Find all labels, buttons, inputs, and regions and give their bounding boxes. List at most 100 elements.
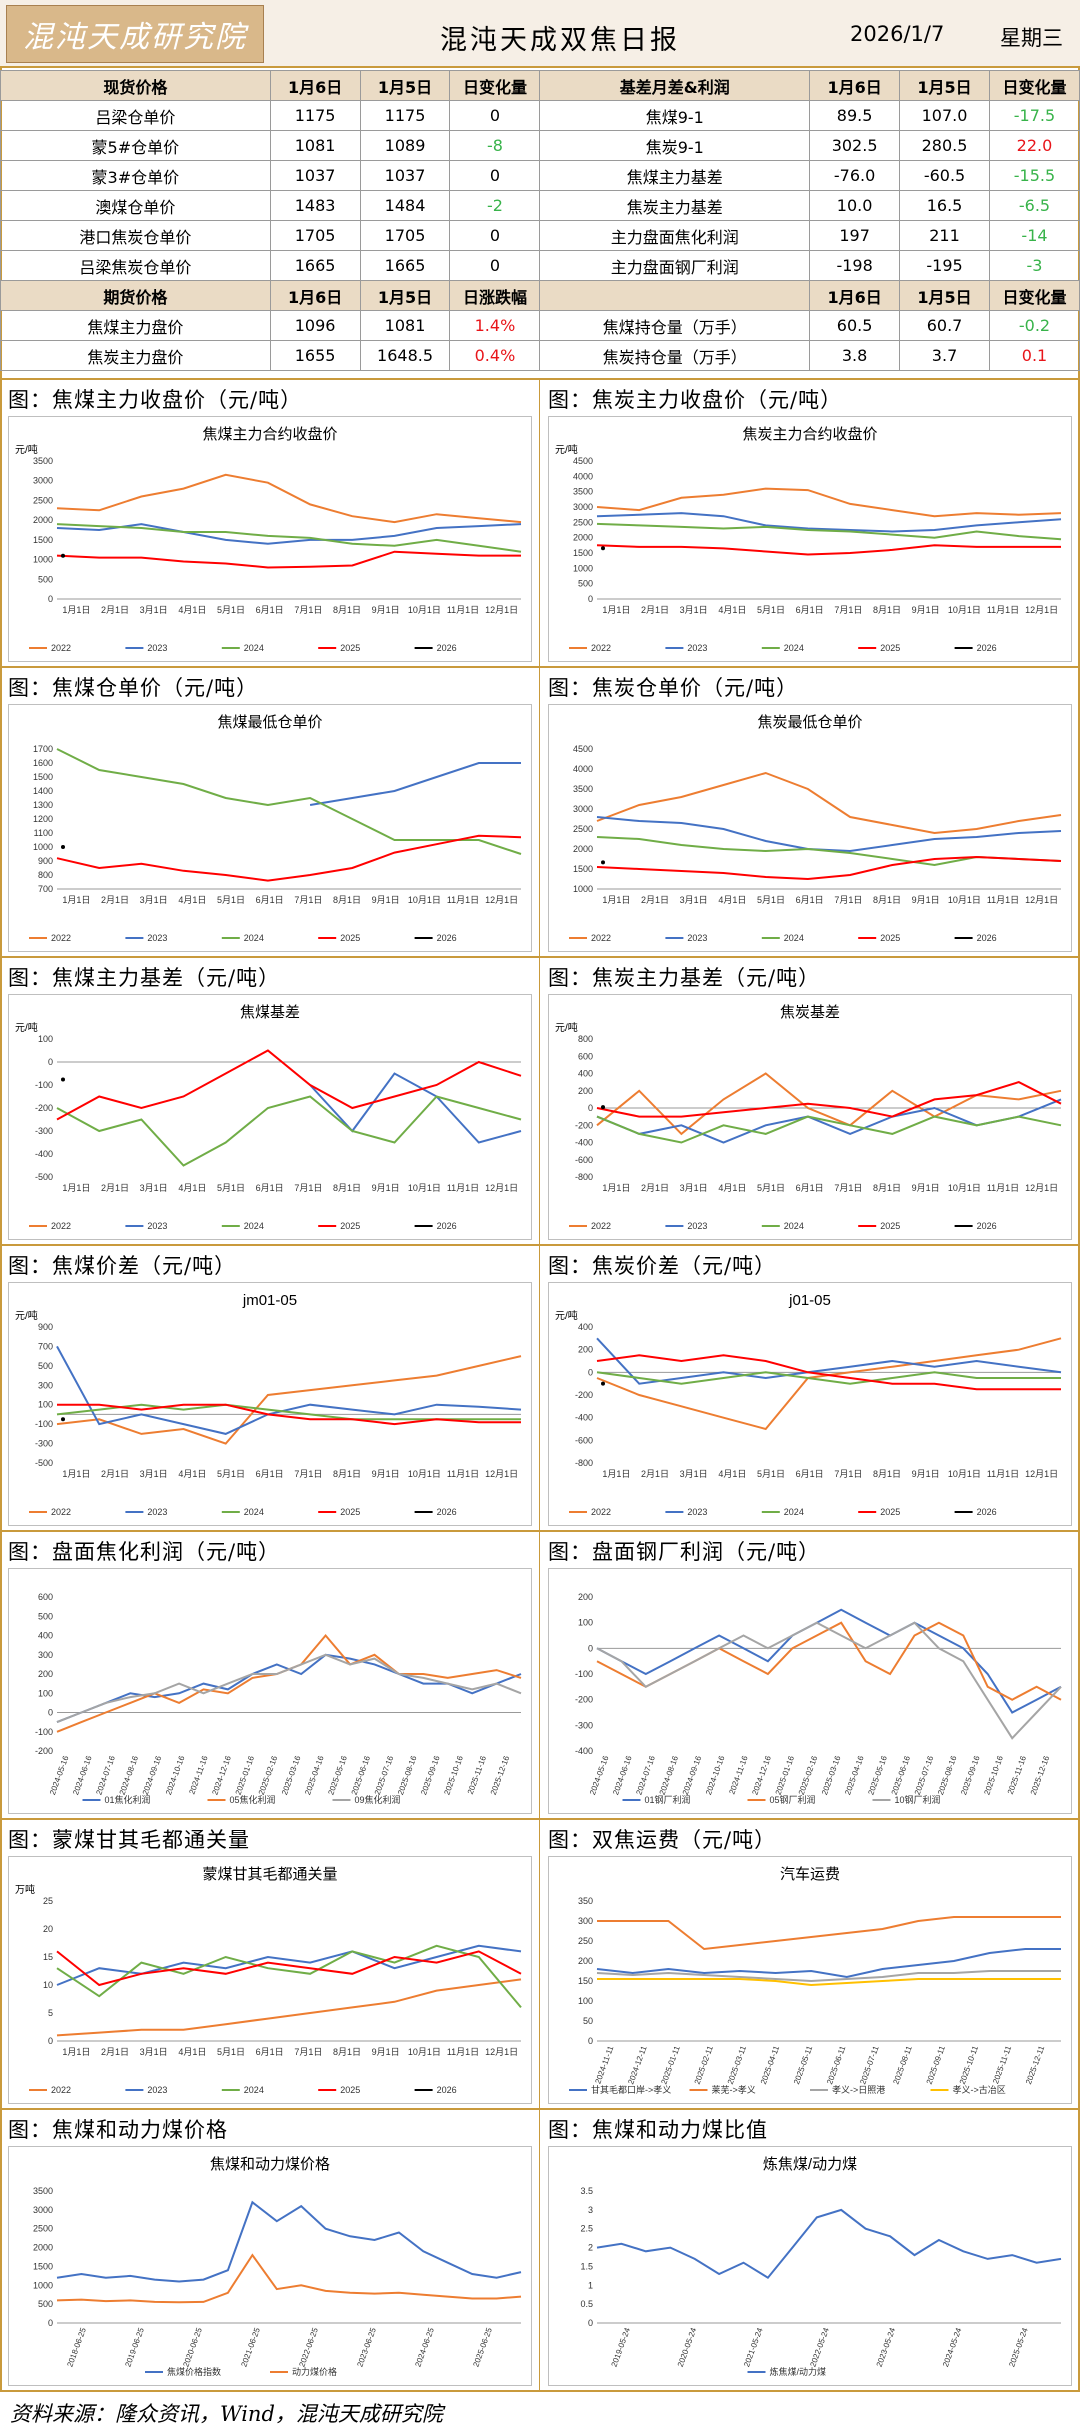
y-tick-label: -200 [575, 1390, 593, 1400]
x-tick-label: 2月1日 [101, 2047, 129, 2057]
x-tick-label: 6月1日 [256, 895, 284, 905]
table-cell: -198 [809, 250, 901, 281]
report-date: 2026/1/7 [850, 22, 945, 46]
table-row: 焦煤主力盘价 1096 1081 1.4% 焦煤持仓量（万手） 60.5 60.7 -0.2 [0, 310, 1080, 341]
series-line [596, 487, 1062, 518]
chart-bg [9, 1857, 531, 2103]
x-tick-label: 7月1日 [294, 605, 322, 615]
x-tick-label: 11月1日 [987, 605, 1019, 615]
table-cell: 3.7 [899, 340, 990, 371]
chart-section-title: 图：焦煤主力收盘价（元/吨） [8, 388, 303, 412]
chart-section: 图：蒙煤甘其毛都通关量 蒙煤甘其毛都通关量 万吨 0 5 10 15 20 25 1月1日 2月1日… [0, 1818, 1080, 2110]
legend-label: 2024 [784, 933, 804, 943]
y-tick-label: 1000 [33, 555, 53, 565]
chart-title: 焦煤主力合约收盘价 [202, 425, 337, 443]
header-cell: 1月5日 [359, 70, 451, 101]
report-weekday: 星期三 [1000, 26, 1063, 50]
legend-label: 2024 [244, 1221, 264, 1231]
x-tick-label: 1月1日 [62, 1469, 90, 1479]
y-tick-label: 200 [578, 1345, 593, 1355]
legend-label: 09焦化利润 [355, 1794, 401, 1805]
y-tick-label: -300 [575, 1720, 593, 1730]
chart-svg: j01-05 元/吨 -800 -600 -400 -200 0 200 400 1月1日 2月1日… [549, 1283, 1071, 1525]
series-line [596, 544, 1061, 556]
table-cell: 1175 [359, 100, 451, 131]
y-tick-label: 50 [583, 2016, 593, 2026]
legend-label: 2023 [147, 1221, 167, 1231]
y-tick-label: 400 [578, 1069, 593, 1079]
chart-section-title: 图：焦煤仓单价（元/吨） [8, 676, 259, 700]
y-tick-label: 0 [588, 1643, 593, 1653]
header-cell: 日涨跌幅 [449, 280, 541, 311]
header-cell: 现货价格 [0, 70, 271, 101]
series-line [596, 512, 1062, 533]
x-tick-label: 10月1日 [408, 605, 441, 615]
series-line [309, 1072, 522, 1144]
header-cell: 1月5日 [899, 280, 990, 311]
x-tick-label: 2月1日 [101, 1469, 129, 1479]
table-cell: 1705 [269, 220, 361, 251]
series-line [596, 1608, 1062, 1714]
x-tick-label: 8月1日 [873, 1469, 901, 1479]
x-tick-label: 10月1日 [408, 1183, 441, 1193]
table-cell: 1175 [269, 100, 361, 131]
y-tick-label: 200 [578, 1592, 593, 1602]
table-cell: -17.5 [988, 100, 1080, 131]
legend-label: 2022 [591, 643, 611, 653]
chart-title: jm01-05 [242, 1292, 297, 1309]
series-point [61, 1417, 65, 1422]
x-tick-label: 10月1日 [948, 895, 981, 905]
legend-label: 2022 [591, 933, 611, 943]
table-row: 蒙5#仓单价 1081 1089 -8 焦炭9-1 302.5 280.5 22.0 [0, 130, 1080, 161]
y-tick-label: 3000 [573, 502, 593, 512]
chart-panel: jm01-05 元/吨 -500 -300 -100 100 300 500 700 900 1月1… [8, 1282, 532, 1526]
y-tick-label: 1500 [573, 548, 593, 558]
chart-title: 焦炭主力合约收盘价 [742, 425, 877, 443]
x-tick-label: 4月1日 [178, 2047, 206, 2057]
y-axis-label: 元/吨 [555, 443, 578, 456]
series-line [56, 1950, 522, 1987]
source-note: 资料来源：隆众资讯，Wind，混沌天成研究院 [10, 2402, 443, 2425]
y-tick-label: -400 [35, 1149, 53, 1159]
y-tick-label: 400 [578, 1322, 593, 1332]
legend-label: 2025 [340, 2085, 360, 2095]
x-tick-label: 8月1日 [333, 1183, 361, 1193]
table-cell: 0 [449, 250, 541, 281]
x-tick-label: 11月1日 [987, 1469, 1019, 1479]
table-cell: 蒙5#仓单价 [0, 130, 271, 161]
chart-bg [9, 995, 531, 1239]
table-cell: -2 [449, 190, 541, 221]
y-tick-label: 200 [38, 1669, 53, 1679]
y-tick-label: 3000 [573, 804, 593, 814]
chart-title: 炼焦煤/动力煤 [763, 2156, 857, 2173]
legend-label: 甘其毛都口岸->孝义 [591, 2084, 671, 2095]
legend-label: 01钢厂利润 [645, 1794, 691, 1805]
x-tick-label: 5月1日 [217, 605, 245, 615]
legend-label: 2026 [437, 1221, 457, 1231]
x-tick-label: 6月1日 [256, 1469, 284, 1479]
chart-panel: 蒙煤甘其毛都通关量 万吨 0 5 10 15 20 25 1月1日 2月1日 3月1日 4月1日 5月1… [8, 1856, 532, 2104]
series-line [596, 1337, 1062, 1385]
chart-panel: 焦煤主力合约收盘价 元/吨 0 500 1000 1500 2000 2500 3000 3500… [8, 416, 532, 662]
legend-label: 孝义->日照港 [832, 2084, 885, 2095]
report-header: 混沌天成研究院 混沌天成双焦日报 2026/1/7 星期三 [0, 0, 1080, 68]
table-header-row: 期货价格 1月6日 1月5日 日涨跌幅 1月6日 1月5日 日变化量 [0, 280, 1080, 311]
series-line [56, 1978, 522, 2037]
table-cell: 89.5 [809, 100, 901, 131]
legend-label: 2023 [147, 2085, 167, 2095]
table-cell: 0 [449, 160, 541, 191]
y-tick-label: 25 [43, 1896, 53, 1906]
table-cell: 1648.5 [359, 340, 451, 371]
y-tick-label: 100 [38, 1034, 53, 1044]
x-tick-label: 11月1日 [447, 1183, 479, 1193]
x-tick-label: 12月1日 [485, 1183, 518, 1193]
y-tick-label: 100 [578, 1996, 593, 2006]
series-line [596, 1354, 1061, 1391]
table-cell: 焦炭主力盘价 [0, 340, 271, 371]
legend-label: 2025 [340, 643, 360, 653]
chart-panel: 汽车运费 0 50 100 150 200 250 300 350 2024-11-11 2024-… [548, 1856, 1072, 2104]
section-divider [539, 380, 540, 668]
x-tick-label: 2月1日 [641, 1469, 669, 1479]
